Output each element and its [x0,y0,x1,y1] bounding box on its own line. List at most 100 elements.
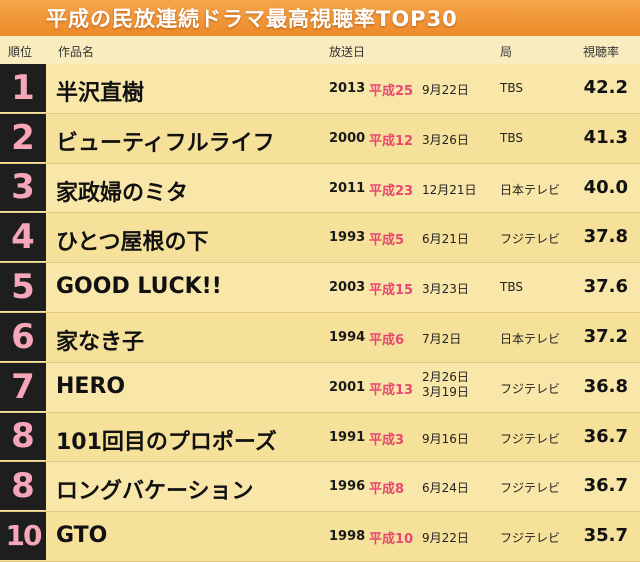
rank-badge: 8 [0,412,46,461]
broadcast-year: 1991 [329,429,366,445]
broadcast-date: 9月16日 [422,431,469,446]
header-date: 放送日 [329,45,366,59]
show-title: ひとつ屋根の下 [56,230,209,256]
broadcast-date: 12月21日 [422,182,477,197]
rank-number: 10 [5,519,43,553]
rating-value: 36.8 [583,375,628,397]
rank-number: 3 [11,167,35,208]
rank-number: 4 [11,217,35,258]
show-title: ビューティフルライフ [56,130,275,156]
table-row: 1 半沢直樹 2013 平成25 9月22日 TBS 42.2 [0,64,640,114]
broadcast-year: 2013 [329,81,366,96]
header-rating: 視聴率 [583,45,620,59]
rank-badge: 8 [0,462,46,511]
broadcast-date-start: 2月26日 [422,369,469,384]
broadcast-date: 2月26日 3月19日 [422,370,469,400]
heisei-year: 平成15 [369,283,414,299]
broadcast-date: 9月22日 [422,531,469,546]
tv-station: TBS [500,81,523,95]
header-title: 作品名 [58,45,95,59]
title-bar: 平成の民放連続ドラマ最高視聴率TOP30 [0,0,640,36]
table-row: 7 HERO 2001 平成13 2月26日 3月19日 フジテレビ 36.8 [0,362,640,413]
rating-value: 41.3 [583,126,628,148]
rating-value: 37.6 [583,276,628,298]
tv-station: TBS [500,130,523,145]
table-row: 6 家なき子 1994 平成6 7月2日 日本テレビ 37.2 [0,312,640,363]
broadcast-year: 2011 [329,180,366,196]
heisei-year: 平成6 [369,332,405,348]
ranking-table: 1 半沢直樹 2013 平成25 9月22日 TBS 42.2 2 ビューティフルライフ 2000… [0,64,640,562]
broadcast-date: 3月23日 [422,282,469,297]
tv-station: フジテレビ [500,431,561,446]
broadcast-year: 2003 [329,280,366,296]
heisei-year: 平成23 [369,183,414,199]
show-title: GTO [56,523,108,549]
rating-value: 37.2 [583,325,628,347]
rank-badge: 10 [0,512,46,560]
table-row: 8 101回目のプロポーズ 1991 平成3 9月16日 フジテレビ 36.7 [0,412,640,463]
rank-badge: 3 [0,163,46,212]
broadcast-year: 1993 [329,230,366,246]
header-rank: 順位 [8,45,33,59]
page-title: 平成の民放連続ドラマ最高視聴率TOP30 [46,7,458,31]
rating-value: 36.7 [583,475,628,497]
broadcast-date: 6月24日 [422,481,469,496]
rank-badge: 5 [0,263,46,311]
table-row: 4 ひとつ屋根の下 1993 平成5 6月21日 フジテレビ 37.8 [0,213,640,264]
show-title: 101回目のプロポーズ [56,429,277,455]
broadcast-year: 1996 [329,479,366,495]
broadcast-date: 6月21日 [422,232,469,247]
rank-number: 2 [11,117,35,158]
rating-value: 42.2 [583,77,628,98]
show-title: 家なき子 [56,329,145,355]
tv-station: TBS [500,280,523,295]
header-station: 局 [500,45,513,59]
heisei-year: 平成13 [369,382,414,398]
tv-station: フジテレビ [500,531,561,546]
rank-badge: 7 [0,362,46,411]
show-title: 半沢直樹 [56,81,145,106]
show-title: GOOD LUCK!! [56,274,222,300]
broadcast-date: 3月26日 [422,132,469,147]
rank-number: 6 [11,316,35,357]
tv-station: フジテレビ [500,481,561,496]
rank-badge: 2 [0,113,46,162]
tv-station: フジテレビ [500,381,561,396]
heisei-year: 平成12 [369,133,414,149]
table-row: 5 GOOD LUCK!! 2003 平成15 3月23日 TBS 37.6 [0,263,640,313]
show-title: ロングバケーション [56,479,254,505]
rank-number: 7 [11,366,35,407]
tv-station: 日本テレビ [500,182,561,197]
rank-number: 8 [11,416,35,457]
table-row: 10 GTO 1998 平成10 9月22日 フジテレビ 35.7 [0,512,640,562]
broadcast-year: 2000 [329,130,366,146]
rank-badge: 6 [0,312,46,361]
broadcast-date: 7月2日 [422,331,462,346]
rating-value: 36.7 [583,425,628,447]
heisei-year: 平成3 [369,432,405,448]
tv-station: フジテレビ [500,232,561,247]
rank-number: 8 [11,466,35,507]
rank-badge: 1 [0,64,46,112]
broadcast-year: 1998 [329,529,366,545]
broadcast-year: 1994 [329,329,366,345]
table-row: 8 ロングバケーション 1996 平成8 6月24日 フジテレビ 36.7 [0,462,640,513]
rating-value: 37.8 [583,226,628,248]
broadcast-date-end: 3月19日 [422,384,469,399]
show-title: HERO [56,373,126,399]
heisei-year: 平成25 [369,84,414,99]
heisei-year: 平成8 [369,482,405,498]
broadcast-date: 9月22日 [422,83,469,97]
broadcast-year: 2001 [329,379,366,395]
rank-badge: 4 [0,213,46,262]
show-title: 家政婦のミタ [56,180,189,206]
rating-value: 40.0 [583,176,628,198]
heisei-year: 平成10 [369,532,414,548]
table-row: 2 ビューティフルライフ 2000 平成12 3月26日 TBS 41.3 [0,113,640,164]
table-row: 3 家政婦のミタ 2011 平成23 12月21日 日本テレビ 40.0 [0,163,640,214]
table-header: 順位 作品名 放送日 局 視聴率 [0,36,640,65]
rank-number: 1 [11,67,35,108]
rating-value: 35.7 [583,525,628,547]
tv-station: 日本テレビ [500,331,561,346]
rank-number: 5 [11,267,35,308]
